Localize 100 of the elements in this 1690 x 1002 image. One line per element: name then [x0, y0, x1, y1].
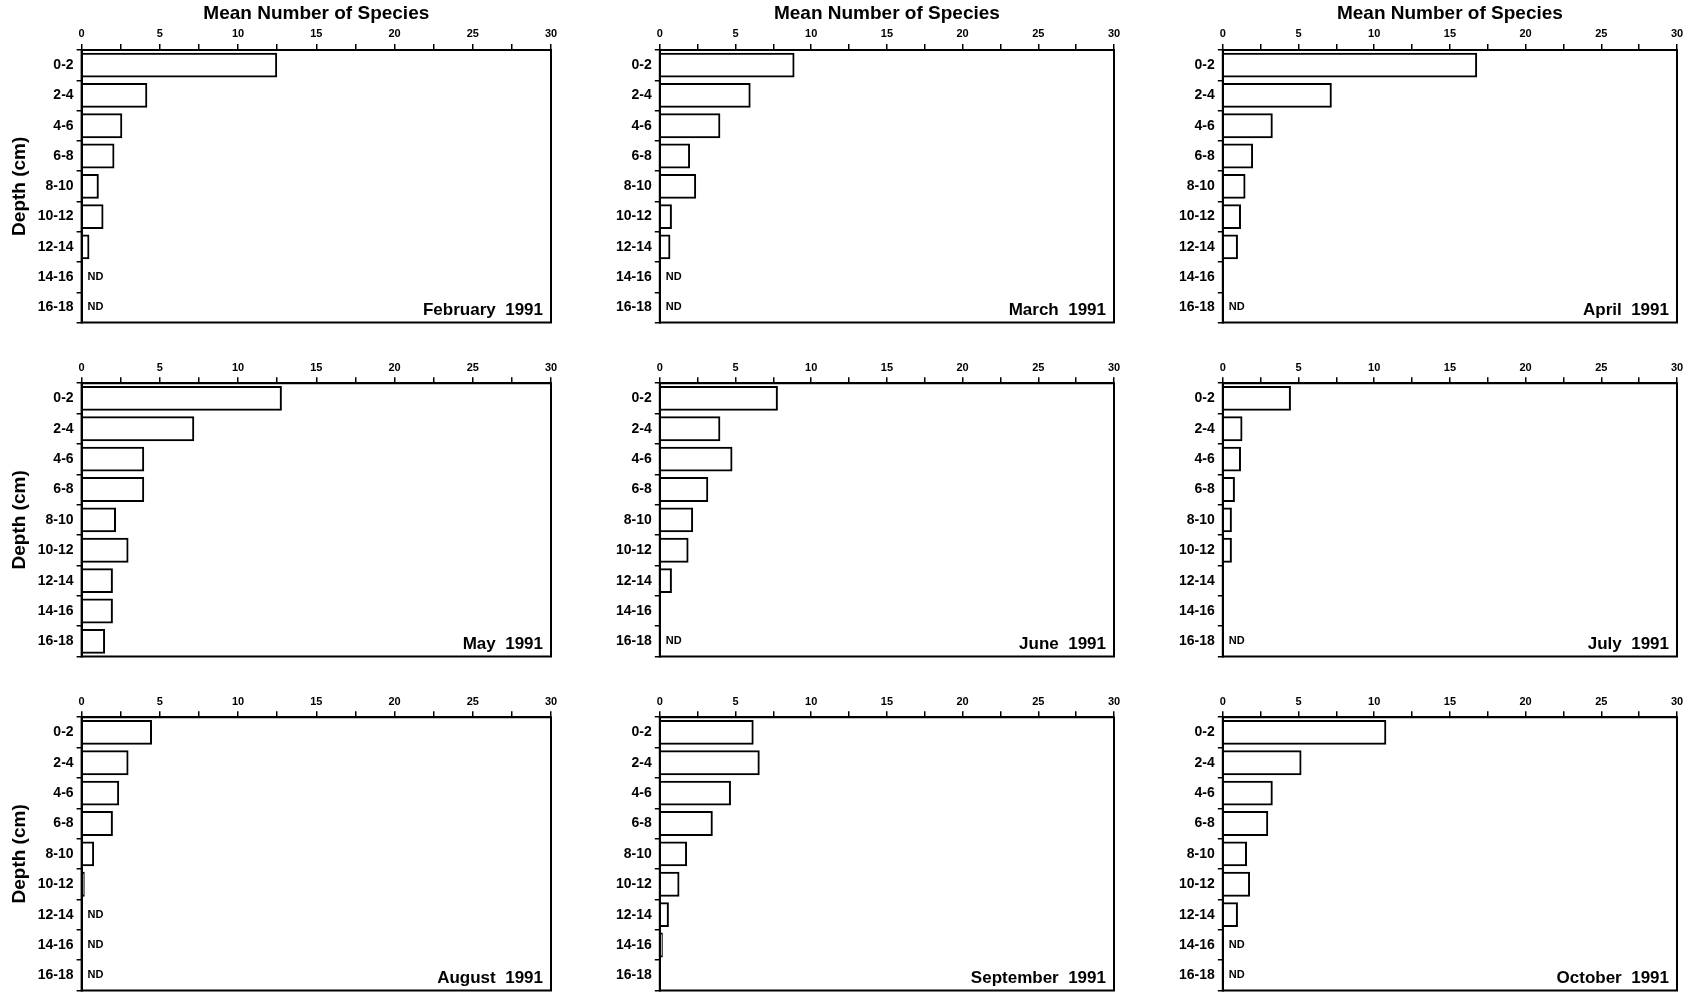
y-tick-label: 0-2 [1194, 56, 1216, 72]
y-tick-label: 14-16 [1178, 268, 1216, 285]
x-tick-label: 10 [805, 360, 818, 373]
annotation: August 1991 [437, 967, 543, 987]
x-tick-label: 10 [1368, 27, 1381, 40]
y-tick-label: 12-14 [615, 571, 653, 588]
y-axis-title: Depth (cm) [7, 804, 29, 904]
x-axis-title: Mean Number of Species [773, 1, 1000, 23]
annotation: ND [1228, 968, 1245, 981]
x-tick-label: 10 [805, 27, 818, 40]
x-tick-label: 5 [732, 694, 739, 707]
y-tick-label: 16-18 [1178, 966, 1216, 983]
y-tick-label: 8-10 [1186, 510, 1216, 527]
y-tick-label: 14-16 [1178, 601, 1216, 618]
y-tick-label: 14-16 [37, 268, 74, 285]
annotation: ND [665, 634, 682, 647]
y-tick-label: 4-6 [53, 116, 74, 133]
y-tick-label: 6-8 [1194, 480, 1216, 497]
annotation: October 1991 [1556, 967, 1669, 987]
x-tick-label: 25 [1595, 360, 1608, 373]
annotation: ND [1228, 300, 1245, 313]
x-tick-label: 25 [1595, 27, 1608, 40]
y-tick-label: 12-14 [1178, 905, 1216, 922]
annotation: ND [87, 968, 104, 981]
y-tick-label: 12-14 [37, 237, 74, 254]
y-tick-label: 0-2 [53, 56, 74, 72]
x-tick-label: 20 [388, 694, 401, 707]
annotation: May 1991 [462, 633, 543, 653]
y-tick-label: 0-2 [1194, 723, 1216, 740]
y-tick-label: 4-6 [631, 784, 653, 800]
y-tick-label: 6-8 [631, 480, 653, 497]
x-tick-label: 10 [1368, 360, 1381, 373]
y-tick-label: 14-16 [615, 268, 653, 285]
annotation: ND [1228, 634, 1245, 647]
y-tick-label: 0-2 [53, 723, 74, 740]
x-tick-label: 15 [880, 360, 894, 373]
x-tick-label: 0 [78, 27, 85, 40]
y-tick-label: 2-4 [53, 753, 74, 770]
y-tick-label: 2-4 [1194, 86, 1216, 103]
y-tick-label: 2-4 [1194, 419, 1216, 436]
y-tick-label: 2-4 [631, 86, 653, 103]
x-tick-label: 0 [78, 694, 85, 707]
x-tick-label: 20 [388, 360, 401, 373]
x-tick-label: 15 [310, 694, 323, 707]
x-tick-label: 15 [880, 694, 894, 707]
y-tick-label: 14-16 [615, 601, 653, 618]
annotation: April 1991 [1583, 299, 1669, 319]
x-tick-label: 0 [656, 27, 663, 40]
x-tick-label: 10 [231, 694, 245, 707]
y-tick-label: 8-10 [45, 844, 74, 861]
y-tick-label: 12-14 [615, 237, 653, 254]
x-tick-label: 25 [1032, 360, 1045, 373]
y-tick-label: 8-10 [623, 177, 653, 194]
y-tick-label: 8-10 [623, 844, 653, 861]
y-tick-label: 12-14 [615, 905, 653, 922]
x-tick-label: 20 [1519, 694, 1532, 707]
x-tick-label: 5 [156, 360, 163, 373]
y-tick-label: 6-8 [53, 814, 74, 831]
y-tick-label: 4-6 [1194, 784, 1216, 800]
x-tick-label: 25 [466, 27, 479, 40]
x-tick-label: 5 [156, 27, 163, 40]
y-tick-label: 0-2 [631, 56, 653, 72]
x-tick-label: 30 [1107, 27, 1121, 40]
y-tick-label: 10-12 [37, 875, 74, 892]
annotation: ND [1228, 938, 1245, 951]
x-tick-label: 30 [1670, 27, 1684, 40]
x-tick-label: 30 [1107, 694, 1121, 707]
x-tick-label: 25 [1032, 27, 1045, 40]
y-tick-label: 14-16 [1178, 935, 1216, 952]
x-tick-label: 15 [880, 27, 894, 40]
annotation: March 1991 [1008, 299, 1106, 319]
y-tick-label: 10-12 [615, 875, 653, 892]
x-tick-label: 25 [466, 694, 479, 707]
x-tick-label: 25 [1032, 694, 1045, 707]
annotation: ND [665, 300, 682, 313]
x-tick-label: 0 [78, 360, 85, 373]
annotation: July 1991 [1587, 633, 1669, 653]
y-tick-label: 16-18 [615, 966, 653, 983]
y-axis-title: Depth (cm) [7, 470, 29, 570]
y-tick-label: 8-10 [1186, 844, 1216, 861]
x-tick-label: 25 [1595, 694, 1608, 707]
y-axis-title: Depth (cm) [7, 136, 29, 236]
y-tick-label: 14-16 [37, 601, 74, 618]
x-tick-label: 5 [156, 694, 163, 707]
y-tick-label: 0-2 [1194, 389, 1216, 406]
y-tick-label: 14-16 [615, 935, 653, 952]
y-tick-label: 10-12 [1178, 541, 1216, 558]
y-tick-label: 16-18 [1178, 632, 1216, 649]
y-tick-label: 12-14 [37, 571, 74, 588]
y-tick-label: 6-8 [1194, 146, 1216, 163]
y-tick-label: 14-16 [37, 935, 74, 952]
y-tick-label: 16-18 [37, 632, 74, 649]
x-tick-label: 20 [1519, 360, 1532, 373]
annotation: ND [87, 907, 104, 920]
y-tick-label: 4-6 [53, 450, 74, 466]
y-tick-label: 16-18 [615, 632, 653, 649]
y-tick-label: 16-18 [37, 298, 74, 315]
x-tick-label: 20 [956, 360, 969, 373]
y-tick-label: 8-10 [1186, 177, 1216, 194]
annotation: February 1991 [422, 299, 543, 319]
